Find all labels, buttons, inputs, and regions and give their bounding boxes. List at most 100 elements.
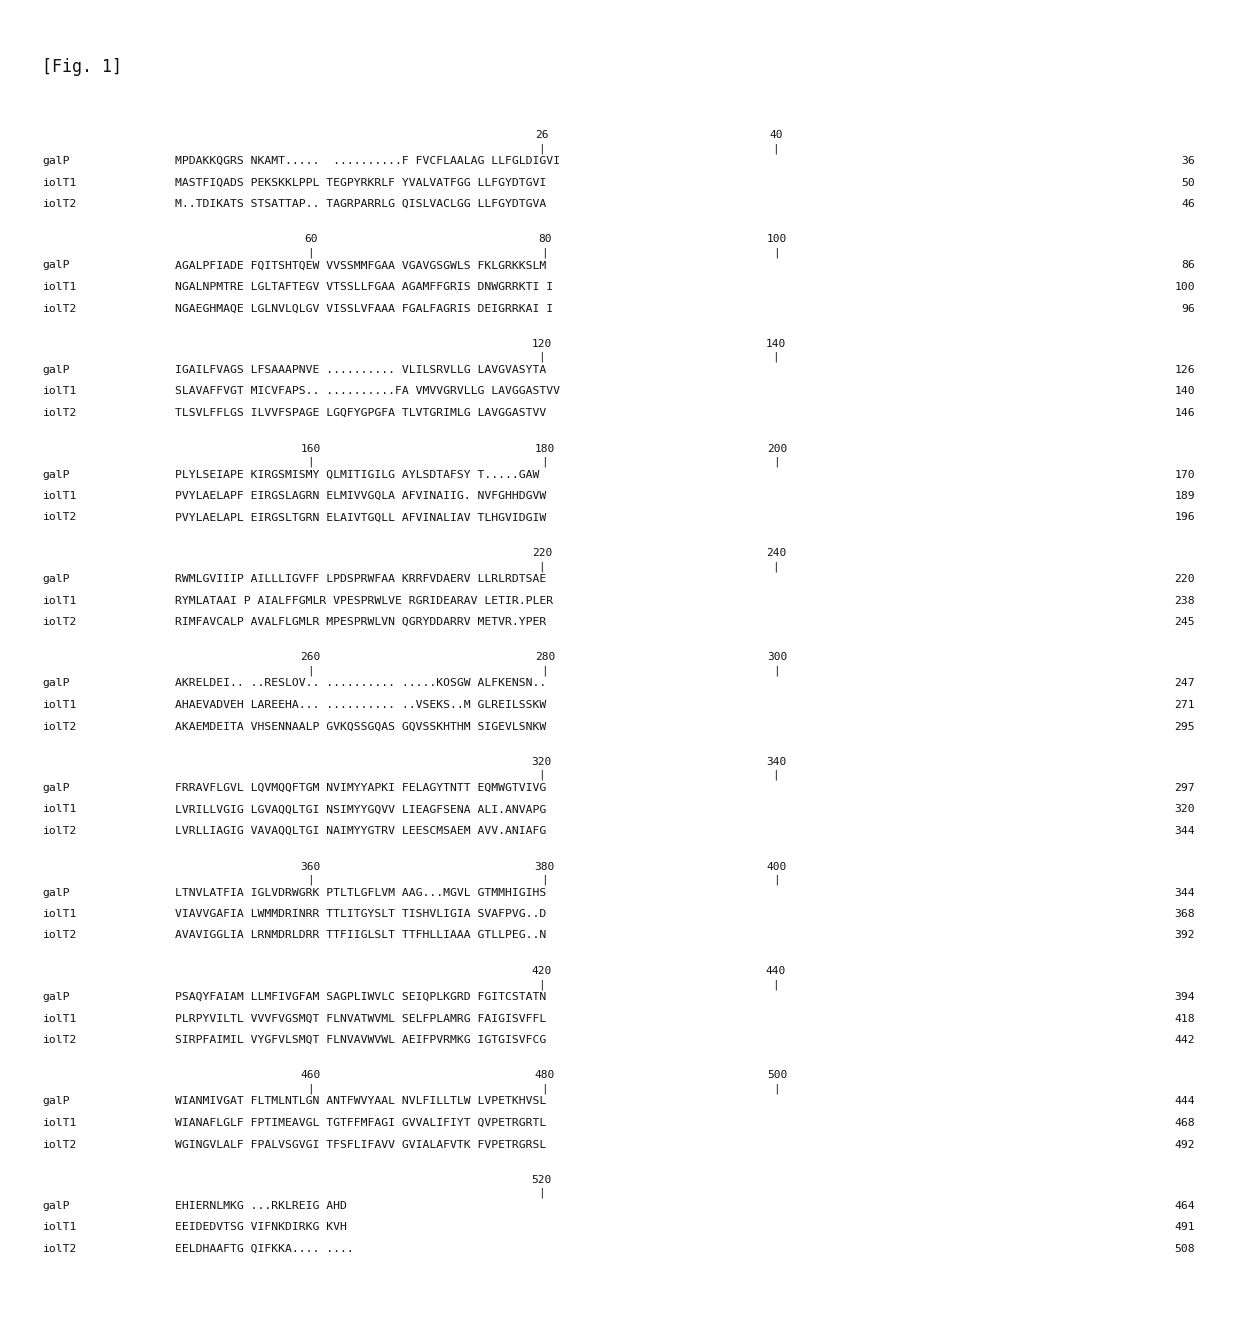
Text: PVYLAELAPF EIRGSLAGRN ELMIVVGQLA AFVINAIIG. NVFGHHDGVW: PVYLAELAPF EIRGSLAGRN ELMIVVGQLA AFVINAI… <box>175 491 547 501</box>
Text: |: | <box>774 248 780 258</box>
Text: |: | <box>774 457 780 467</box>
Text: galP: galP <box>42 1201 69 1210</box>
Text: RYMLATAAI P AIALFFGMLR VPESPRWLVE RGRIDEARAV LETIR.PLER: RYMLATAAI P AIALFFGMLR VPESPRWLVE RGRIDE… <box>175 596 553 605</box>
Text: 491: 491 <box>1174 1223 1195 1232</box>
Text: LVRLLIAGIG VAVAQQLTGI NAIMYYGTRV LEESCMSAEM AVV.ANIAFG: LVRLLIAGIG VAVAQQLTGI NAIMYYGTRV LEESCMS… <box>175 826 547 836</box>
Text: 200: 200 <box>766 443 787 454</box>
Text: 340: 340 <box>766 757 786 767</box>
Text: 394: 394 <box>1174 992 1195 1002</box>
Text: |: | <box>538 561 546 572</box>
Text: 100: 100 <box>766 234 787 245</box>
Text: |: | <box>773 770 780 781</box>
Text: 418: 418 <box>1174 1014 1195 1023</box>
Text: iolT1: iolT1 <box>42 178 77 187</box>
Text: AKRELDEI.. ..RESLOV.. .......... .....KOSGW ALFKENSN..: AKRELDEI.. ..RESLOV.. .......... .....KO… <box>175 679 547 688</box>
Text: EEIDEDVTSG VIFNKDIRKG KVH: EEIDEDVTSG VIFNKDIRKG KVH <box>175 1223 347 1232</box>
Text: 96: 96 <box>1182 304 1195 313</box>
Text: |: | <box>773 352 780 363</box>
Text: 189: 189 <box>1174 491 1195 501</box>
Text: |: | <box>542 665 548 676</box>
Text: NGALNPMTRE LGLTAFTEGV VTSSLLFGAA AGAMFFGRIS DNWGRRKTI I: NGALNPMTRE LGLTAFTEGV VTSSLLFGAA AGAMFFG… <box>175 283 553 292</box>
Text: 140: 140 <box>766 339 786 349</box>
Text: iolT1: iolT1 <box>42 1014 77 1023</box>
Text: 460: 460 <box>300 1070 321 1081</box>
Text: PVYLAELAPL EIRGSLTGRN ELAIVTGQLL AFVINALIAV TLHGVIDGIW: PVYLAELAPL EIRGSLTGRN ELAIVTGQLL AFVINAL… <box>175 513 547 522</box>
Text: |: | <box>773 561 780 572</box>
Text: 271: 271 <box>1174 700 1195 710</box>
Text: |: | <box>542 457 548 467</box>
Text: iolT1: iolT1 <box>42 700 77 710</box>
Text: iolT2: iolT2 <box>42 722 77 731</box>
Text: |: | <box>538 143 546 154</box>
Text: AKAEMDEITA VHSENNAALP GVKQSSGQAS GQVSSKHTHM SIGEVLSNKW: AKAEMDEITA VHSENNAALP GVKQSSGQAS GQVSSKH… <box>175 722 547 731</box>
Text: EHIERNLMKG ...RKLREIG AHD: EHIERNLMKG ...RKLREIG AHD <box>175 1201 347 1210</box>
Text: |: | <box>542 874 548 885</box>
Text: |: | <box>773 143 780 154</box>
Text: 420: 420 <box>532 965 552 976</box>
Text: iolT2: iolT2 <box>42 408 77 418</box>
Text: 180: 180 <box>534 443 556 454</box>
Text: galP: galP <box>42 1097 69 1106</box>
Text: 300: 300 <box>766 652 787 663</box>
Text: |: | <box>538 352 546 363</box>
Text: 344: 344 <box>1174 826 1195 836</box>
Text: iolT1: iolT1 <box>42 805 77 814</box>
Text: 40: 40 <box>769 130 782 141</box>
Text: SLAVAFFVGT MICVFAPS.. ..........FA VMVVGRVLLG LAVGGASTVV: SLAVAFFVGT MICVFAPS.. ..........FA VMVVG… <box>175 387 560 396</box>
Text: iolT2: iolT2 <box>42 513 77 522</box>
Text: iolT1: iolT1 <box>42 1118 77 1127</box>
Text: 36: 36 <box>1182 157 1195 166</box>
Text: [Fig. 1]: [Fig. 1] <box>42 58 122 76</box>
Text: FRRAVFLGVL LQVMQQFTGM NVIMYYAPKI FELAGYTNTT EQMWGTVIVG: FRRAVFLGVL LQVMQQFTGM NVIMYYAPKI FELAGYT… <box>175 783 547 793</box>
Text: iolT2: iolT2 <box>42 1035 77 1044</box>
Text: iolT1: iolT1 <box>42 596 77 605</box>
Text: M..TDIKATS STSATTAP.. TAGRPARRLG QISLVACLGG LLFGYDTGVA: M..TDIKATS STSATTAP.. TAGRPARRLG QISLVAC… <box>175 200 547 209</box>
Text: galP: galP <box>42 470 69 479</box>
Text: |: | <box>774 874 780 885</box>
Text: 50: 50 <box>1182 178 1195 187</box>
Text: iolT2: iolT2 <box>42 304 77 313</box>
Text: |: | <box>774 665 780 676</box>
Text: 46: 46 <box>1182 200 1195 209</box>
Text: galP: galP <box>42 992 69 1002</box>
Text: iolT1: iolT1 <box>42 387 77 396</box>
Text: RIMFAVCALP AVALFLGMLR MPESPRWLVN QGRYDDARRV METVR.YPER: RIMFAVCALP AVALFLGMLR MPESPRWLVN QGRYDDA… <box>175 617 547 627</box>
Text: 380: 380 <box>534 861 556 872</box>
Text: 368: 368 <box>1174 909 1195 919</box>
Text: iolT1: iolT1 <box>42 1223 77 1232</box>
Text: 245: 245 <box>1174 617 1195 627</box>
Text: galP: galP <box>42 783 69 793</box>
Text: 196: 196 <box>1174 513 1195 522</box>
Text: 60: 60 <box>304 234 317 245</box>
Text: |: | <box>308 665 314 676</box>
Text: |: | <box>538 770 546 781</box>
Text: AHAEVADVEH LAREEHA... .......... ..VSEKS..M GLREILSSKW: AHAEVADVEH LAREEHA... .......... ..VSEKS… <box>175 700 547 710</box>
Text: iolT2: iolT2 <box>42 1244 77 1255</box>
Text: iolT2: iolT2 <box>42 826 77 836</box>
Text: |: | <box>774 1083 780 1094</box>
Text: |: | <box>308 874 314 885</box>
Text: 442: 442 <box>1174 1035 1195 1044</box>
Text: RWMLGVIIIP AILLLIGVFF LPDSPRWFAA KRRFVDAERV LLRLRDTSAE: RWMLGVIIIP AILLLIGVFF LPDSPRWFAA KRRFVDA… <box>175 574 547 584</box>
Text: 440: 440 <box>766 965 786 976</box>
Text: iolT2: iolT2 <box>42 200 77 209</box>
Text: 100: 100 <box>1174 283 1195 292</box>
Text: 297: 297 <box>1174 783 1195 793</box>
Text: WIANMIVGAT FLTMLNTLGN ANTFWVYAAL NVLFILLTLW LVPETKHVSL: WIANMIVGAT FLTMLNTLGN ANTFWVYAAL NVLFILL… <box>175 1097 547 1106</box>
Text: 295: 295 <box>1174 722 1195 731</box>
Text: galP: galP <box>42 366 69 375</box>
Text: 260: 260 <box>300 652 321 663</box>
Text: 146: 146 <box>1174 408 1195 418</box>
Text: |: | <box>308 1083 314 1094</box>
Text: iolT1: iolT1 <box>42 283 77 292</box>
Text: |: | <box>542 248 548 258</box>
Text: 520: 520 <box>532 1176 552 1185</box>
Text: 444: 444 <box>1174 1097 1195 1106</box>
Text: |: | <box>542 1083 548 1094</box>
Text: 160: 160 <box>300 443 321 454</box>
Text: 500: 500 <box>766 1070 787 1081</box>
Text: 320: 320 <box>1174 805 1195 814</box>
Text: galP: galP <box>42 888 69 897</box>
Text: |: | <box>308 248 314 258</box>
Text: galP: galP <box>42 261 69 270</box>
